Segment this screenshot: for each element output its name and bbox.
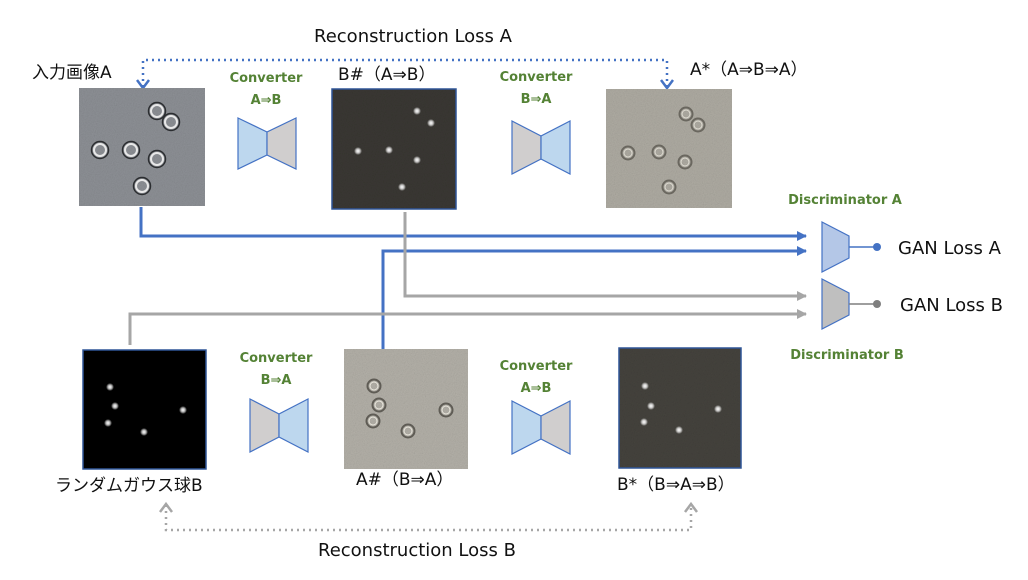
image-b-star — [618, 347, 742, 469]
converter-bottom-right-shape — [511, 400, 571, 455]
converter-top-left-title: Converter — [230, 71, 303, 86]
reconstruction-loss-a-label: Reconstruction Loss A — [314, 26, 513, 47]
reconstruction-loss-b-line — [164, 505, 693, 532]
converter-top-right-dir: B⇒A — [521, 92, 552, 107]
reconstruction-b-arrow-left-icon — [159, 501, 173, 513]
a-hash-to-discriminator-a-line — [381, 246, 807, 350]
discriminator-a-label: Discriminator A — [788, 193, 902, 208]
gan-loss-a-label: GAN Loss A — [898, 238, 1002, 259]
converter-bottom-left-shape — [249, 398, 309, 453]
image-b-hash — [331, 88, 457, 210]
image-random-gaussian-b — [82, 349, 207, 470]
a-hash-label: A#（B⇒A） — [356, 470, 453, 490]
random-gaussian-b-label: ランダムガウス球B — [55, 476, 203, 496]
b-hash-to-discriminator-b-line — [403, 212, 807, 301]
converter-top-left-dir: A⇒B — [251, 93, 282, 108]
converter-top-right-title: Converter — [500, 70, 573, 85]
discriminator-a-shape — [821, 221, 881, 273]
b-star-label: B*（B⇒A⇒B） — [617, 475, 735, 495]
converter-bottom-right-dir: A⇒B — [521, 381, 552, 396]
a-star-label: A*（A⇒B⇒A） — [690, 60, 808, 80]
converter-bottom-left-dir: B⇒A — [261, 373, 292, 388]
reconstruction-loss-a-line — [141, 58, 669, 87]
converter-bottom-right-title: Converter — [500, 359, 573, 374]
input-a-to-discriminator-a-line — [139, 207, 807, 241]
discriminator-b-shape — [821, 278, 881, 330]
random-b-to-discriminator-b-line — [128, 309, 807, 345]
input-image-a — [79, 88, 205, 206]
reconstruction-loss-b-label: Reconstruction Loss B — [318, 540, 516, 561]
reconstruction-a-arrow-right-icon — [660, 79, 674, 91]
gan-loss-b-label: GAN Loss B — [900, 295, 1003, 316]
converter-top-left-shape — [237, 117, 297, 170]
image-a-hash — [344, 349, 468, 469]
b-hash-label: B#（A⇒B） — [338, 65, 435, 85]
reconstruction-a-arrow-left-icon — [136, 79, 150, 91]
converter-bottom-left-title: Converter — [240, 351, 313, 366]
input-image-a-label: 入力画像A — [32, 63, 112, 83]
discriminator-b-label: Discriminator B — [790, 348, 904, 363]
image-a-star — [606, 89, 732, 208]
reconstruction-b-arrow-right-icon — [684, 501, 698, 513]
converter-top-right-shape — [511, 120, 571, 175]
